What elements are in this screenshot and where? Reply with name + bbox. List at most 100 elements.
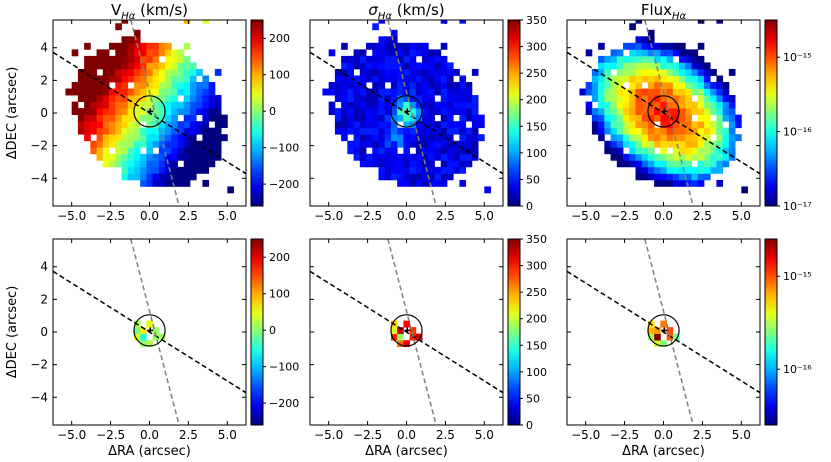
heatmap-cell [610,75,618,83]
heatmap-cell [629,23,636,31]
heatmap-cell [390,160,398,168]
heatmap-cell [616,140,624,148]
heatmap-cell [641,147,649,155]
heatmap-cell [77,95,85,102]
heatmap-cell [598,62,605,70]
heatmap-cell [127,153,135,161]
heatmap-cell [96,127,104,135]
heatmap-cell [384,62,392,70]
heatmap-cell [666,127,674,135]
heatmap-cell [591,68,599,76]
heatmap-cell [459,114,467,122]
heatmap-cell [641,153,649,161]
heatmap-cell [152,127,160,135]
heatmap-cell [397,127,404,135]
heatmap-cell [171,68,178,76]
heatmap-cell [390,114,398,122]
center-cross [404,108,411,115]
heatmap-cell [434,166,442,174]
x-tick-label: 2.5 [179,209,198,223]
x-tick-label: 5.0 [218,428,237,442]
heatmap-cell [629,42,636,50]
colorbar-tick-label: −100 [269,361,299,374]
heatmap-cell [641,166,649,174]
heatmap-cell [697,166,705,174]
colorbar [764,19,778,207]
heatmap-cell [384,101,392,109]
heatmap-cell [471,114,479,122]
heatmap-cell [604,75,611,83]
heatmap-cell [465,147,473,155]
heatmap-cell [610,127,618,135]
heatmap-cell [403,101,411,109]
heatmap-cell [728,121,736,129]
heatmap-cell [171,160,178,168]
heatmap-cell [115,42,122,50]
heatmap-cell [384,134,392,142]
heatmap-cell [359,160,367,168]
heatmap-cell [728,153,736,161]
heatmap-cell [685,55,692,63]
overlays [53,239,246,425]
heatmap-cell [647,68,655,76]
heatmap-cell [672,134,680,142]
heatmap-cell [372,49,379,57]
heatmap-cell [672,42,680,50]
colorbar-tick-label: 200 [269,32,290,45]
heatmap-cell [629,55,636,63]
heatmap-cell [102,121,110,129]
heatmap-cell [415,333,423,341]
heatmap-cell [359,75,367,83]
heatmap-cell [133,121,141,129]
heatmap-cell [353,82,361,89]
heatmap-cell [146,134,154,142]
heatmap-cell [165,153,172,161]
heatmap-cell [183,68,191,76]
heatmap-cell [660,55,668,63]
heatmap-cell [610,62,618,70]
heatmap-cell [366,134,373,142]
heatmap-cell [440,20,448,24]
heatmap-cells [322,20,491,194]
heatmap-cell [440,134,448,142]
colorbar [764,238,778,426]
heatmap-cell [102,108,110,116]
heatmap-cell [660,101,668,109]
heatmap-cell [146,153,154,161]
heatmap-cell [152,82,160,89]
heatmap-cell [171,95,178,102]
heatmap-cell [641,42,649,50]
heatmap-cell [641,121,649,129]
heatmap-cell [403,340,411,348]
heatmap-cell [158,147,166,155]
heatmap-cell [359,114,367,122]
heatmap-cell [84,101,91,109]
heatmap-cell [446,166,454,174]
heatmap-cell [96,55,104,63]
minor-axis-line [387,20,437,206]
heatmap-cell [171,88,178,96]
heatmap-cell [691,147,699,155]
heatmap-cell [616,68,624,76]
heatmap-cell [214,68,222,76]
colorbar-tick-label: −200 [269,178,299,191]
heatmap-cell [127,140,135,148]
heatmap-cell [165,101,172,109]
heatmap-cell [158,127,166,135]
heatmap-cell [635,82,643,89]
heatmap-cell [71,108,79,116]
heatmap-cell [703,160,711,168]
heatmap-cell [196,121,203,129]
heatmap-cell [703,108,711,116]
heatmap-cell [347,75,354,83]
heatmap-cell [189,101,197,109]
heatmap-cell [697,20,705,24]
heatmap-cell [722,153,730,161]
colorbar-tick-label: 100 [526,147,547,160]
heatmap-cell [716,114,724,122]
heatmap-cell [735,134,742,142]
heatmap-cell [359,108,367,116]
heatmap-cell [459,95,467,102]
heatmap-cell [722,95,730,102]
panel-flux_core: −5.0 −2.5 0.0 2.5 5.0 ΔRA (arcsec) 10⁻¹⁵ 10⁻¹⁶ [566,238,812,459]
